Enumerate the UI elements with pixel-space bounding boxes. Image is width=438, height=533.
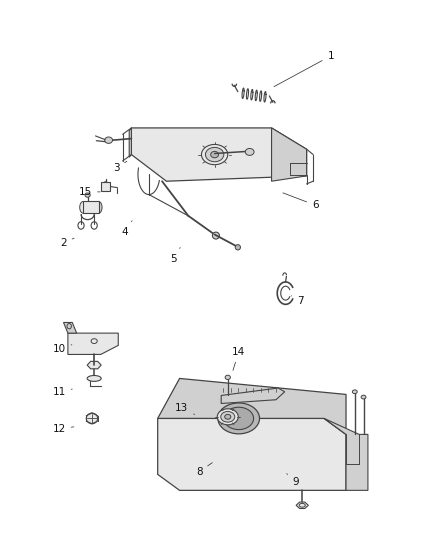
Text: 3: 3 xyxy=(113,161,127,173)
Ellipse shape xyxy=(235,245,240,250)
Ellipse shape xyxy=(87,375,101,382)
Ellipse shape xyxy=(85,193,90,197)
Text: 12: 12 xyxy=(53,424,74,434)
Ellipse shape xyxy=(352,390,357,393)
Text: 10: 10 xyxy=(53,344,72,354)
Text: 5: 5 xyxy=(170,247,180,263)
Polygon shape xyxy=(129,128,131,157)
Ellipse shape xyxy=(205,147,224,162)
Ellipse shape xyxy=(361,395,366,399)
Text: 15: 15 xyxy=(79,187,100,197)
Polygon shape xyxy=(131,128,307,181)
Polygon shape xyxy=(272,128,307,181)
Ellipse shape xyxy=(245,149,254,156)
Text: 2: 2 xyxy=(60,238,74,247)
Ellipse shape xyxy=(225,375,230,379)
Ellipse shape xyxy=(86,413,98,424)
Ellipse shape xyxy=(217,409,238,425)
Text: 11: 11 xyxy=(53,387,72,397)
Polygon shape xyxy=(83,201,99,213)
Polygon shape xyxy=(87,361,101,369)
Polygon shape xyxy=(158,418,346,490)
Text: 7: 7 xyxy=(291,296,304,306)
Ellipse shape xyxy=(224,407,254,430)
Text: 1: 1 xyxy=(274,51,334,87)
Text: 6: 6 xyxy=(283,193,319,210)
Text: 9: 9 xyxy=(287,474,299,487)
Polygon shape xyxy=(68,333,118,354)
Ellipse shape xyxy=(218,403,259,434)
Polygon shape xyxy=(158,378,346,434)
Text: 14: 14 xyxy=(232,347,245,370)
Polygon shape xyxy=(296,502,308,508)
Text: 4: 4 xyxy=(121,221,132,237)
Ellipse shape xyxy=(225,415,231,419)
Polygon shape xyxy=(64,322,77,333)
Text: 13: 13 xyxy=(175,403,194,415)
Ellipse shape xyxy=(221,411,235,422)
Ellipse shape xyxy=(211,151,219,158)
Polygon shape xyxy=(221,388,285,403)
Ellipse shape xyxy=(95,201,102,213)
Polygon shape xyxy=(324,418,368,490)
Ellipse shape xyxy=(212,232,219,239)
Polygon shape xyxy=(101,182,110,191)
Ellipse shape xyxy=(105,137,113,143)
Text: 8: 8 xyxy=(196,463,212,477)
Ellipse shape xyxy=(201,144,228,165)
Ellipse shape xyxy=(80,201,87,213)
